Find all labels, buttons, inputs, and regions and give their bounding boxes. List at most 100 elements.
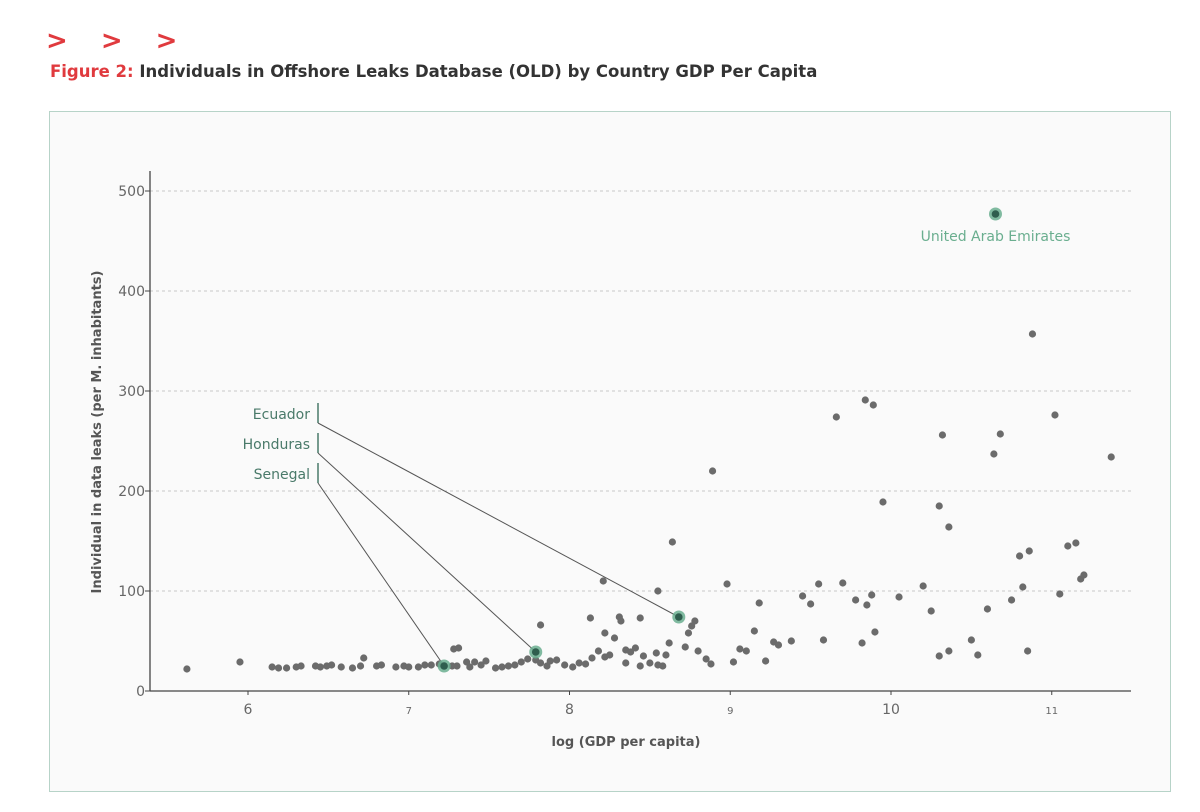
data-point bbox=[392, 663, 400, 671]
data-point bbox=[762, 657, 770, 665]
data-point bbox=[967, 636, 975, 644]
data-point bbox=[815, 580, 823, 588]
data-point bbox=[491, 664, 500, 672]
data-point bbox=[636, 614, 644, 622]
x-tick-label: 7 bbox=[406, 706, 412, 717]
highlight-point bbox=[531, 648, 540, 656]
gridlines bbox=[150, 190, 1131, 592]
data-point bbox=[691, 617, 699, 625]
data-point bbox=[945, 647, 953, 655]
data-point bbox=[1007, 596, 1016, 604]
chevron-decoration: > > > bbox=[46, 26, 190, 56]
data-point bbox=[1028, 330, 1037, 338]
data-point bbox=[819, 636, 828, 644]
data-point bbox=[839, 579, 847, 587]
data-point bbox=[337, 663, 345, 671]
x-tick-label: 9 bbox=[727, 706, 733, 717]
data-point bbox=[511, 661, 519, 669]
annotation-label: Honduras bbox=[243, 437, 310, 453]
data-point bbox=[356, 662, 365, 670]
data-point bbox=[316, 663, 324, 671]
data-point bbox=[974, 651, 982, 659]
data-point bbox=[938, 431, 947, 439]
data-point bbox=[665, 639, 673, 647]
data-point bbox=[268, 663, 276, 671]
data-point bbox=[236, 658, 244, 666]
y-tick-label: 400 bbox=[118, 284, 145, 300]
data-point bbox=[646, 659, 654, 667]
data-point bbox=[377, 661, 386, 669]
y-tick-label: 200 bbox=[118, 484, 145, 500]
data-point bbox=[668, 538, 676, 546]
data-point bbox=[868, 591, 876, 599]
data-point bbox=[482, 657, 490, 665]
data-point bbox=[684, 629, 693, 637]
data-point bbox=[990, 450, 998, 458]
data-point bbox=[636, 662, 644, 670]
x-tick-label: 8 bbox=[565, 702, 574, 718]
data-point bbox=[594, 647, 603, 655]
data-points bbox=[183, 330, 1115, 673]
y-tick-label: 100 bbox=[118, 584, 145, 600]
data-point bbox=[861, 396, 869, 404]
data-point bbox=[662, 651, 670, 659]
data-point bbox=[935, 502, 943, 510]
data-point bbox=[863, 601, 871, 609]
data-point bbox=[832, 413, 840, 421]
data-point bbox=[183, 665, 191, 673]
data-point bbox=[927, 607, 935, 615]
figure-title-text: Individuals in Offshore Leaks Database (… bbox=[139, 62, 818, 81]
data-point bbox=[617, 617, 625, 625]
data-point bbox=[586, 614, 594, 622]
data-point bbox=[1064, 542, 1072, 550]
data-point bbox=[639, 652, 648, 660]
data-point bbox=[1025, 547, 1033, 555]
data-point bbox=[1080, 571, 1088, 579]
data-point bbox=[297, 662, 305, 670]
data-point bbox=[750, 627, 758, 635]
annotation-labels: Senegal Honduras Ecuador United Arab Emirat… bbox=[243, 229, 1071, 483]
data-point bbox=[601, 629, 609, 637]
data-point bbox=[919, 582, 927, 590]
annotation-label: Senegal bbox=[254, 467, 310, 483]
highlighted-points bbox=[437, 207, 1002, 673]
data-point bbox=[702, 655, 710, 663]
data-point bbox=[575, 659, 583, 667]
data-point bbox=[421, 661, 429, 669]
data-point bbox=[694, 647, 702, 655]
data-point bbox=[599, 577, 607, 585]
data-point bbox=[622, 659, 630, 667]
data-point bbox=[517, 658, 525, 666]
data-point bbox=[504, 662, 513, 670]
data-point bbox=[879, 498, 887, 506]
data-point bbox=[681, 643, 689, 651]
axes bbox=[145, 171, 1131, 695]
data-point bbox=[348, 664, 357, 672]
data-point bbox=[327, 661, 336, 669]
y-tick-label: 500 bbox=[118, 184, 145, 200]
data-point bbox=[1024, 647, 1032, 655]
data-point bbox=[414, 663, 422, 671]
figure-title: Figure 2: Individuals in Offshore Leaks … bbox=[50, 62, 817, 81]
data-point bbox=[561, 661, 569, 669]
x-tick-label: 11 bbox=[1045, 706, 1058, 717]
data-point bbox=[807, 600, 815, 608]
data-point bbox=[1056, 590, 1064, 598]
data-point bbox=[742, 647, 750, 655]
data-point bbox=[453, 662, 461, 670]
data-point bbox=[471, 658, 479, 666]
data-point bbox=[274, 664, 283, 672]
data-point bbox=[546, 657, 554, 665]
data-point bbox=[755, 599, 763, 607]
y-tick-label: 0 bbox=[136, 684, 145, 700]
y-axis-label: Individual in data leaks (per M. inhabit… bbox=[90, 271, 105, 594]
leader-line bbox=[317, 482, 445, 667]
data-point bbox=[1107, 453, 1115, 461]
data-point bbox=[787, 637, 795, 645]
data-point bbox=[1016, 552, 1024, 560]
data-point bbox=[498, 663, 506, 671]
data-point bbox=[871, 628, 879, 636]
y-tick-label: 300 bbox=[118, 384, 145, 400]
data-point bbox=[774, 641, 783, 649]
